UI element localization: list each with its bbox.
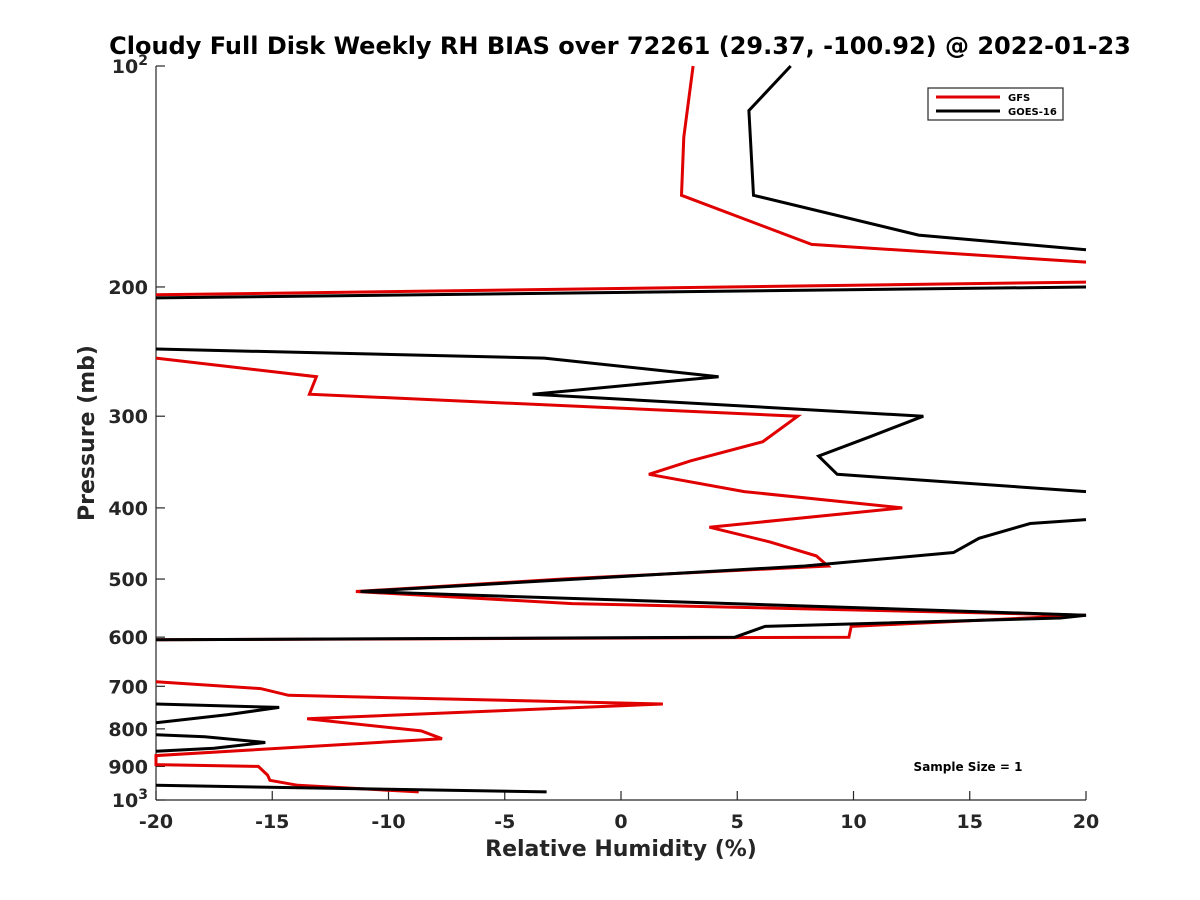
series-layer [154,64,1087,794]
x-tick-label: 15 [957,811,983,833]
series-line-goes-16 [155,733,266,753]
series-line-goes-16 [155,285,1087,300]
series-line-goes-16 [155,518,1087,642]
series-line-gfs [679,65,1087,264]
chart-title: Cloudy Full Disk Weekly RH BIAS over 722… [109,32,1131,60]
x-tick-label: 0 [614,811,627,833]
series-line-goes-16 [747,64,1087,252]
y-tick-label: 600 [108,627,148,649]
y-tick-label: 400 [108,498,148,520]
y-tick-label: 102 [112,53,148,78]
series-line-gfs [155,280,1087,297]
x-axis-label: Relative Humidity (%) [485,837,757,862]
legend-box [927,87,1064,121]
y-tick-label: 700 [108,676,148,698]
series-line-goes-16 [155,702,280,725]
y-tick-label: 103 [112,787,148,812]
plot-axes: -20 -15 -10 -5 0 5 10 15 20 102 200 300 400 500 600 700… [108,53,1099,833]
legend-label-goes-16: GOES-16 [1008,107,1057,118]
x-tick-label: 10 [840,811,866,833]
x-tick-label: -20 [139,811,173,833]
x-tick-label: -5 [494,811,515,833]
y-tick-label: 200 [108,277,148,299]
x-tick-label: -15 [255,811,289,833]
y-axis-label: Pressure (mb) [75,345,100,521]
x-tick-label: 20 [1073,811,1099,833]
y-tick-label: 500 [108,569,148,591]
sample-size-annotation: Sample Size = 1 [914,760,1023,774]
y-tick-label: 300 [108,406,148,428]
series-line-goes-16 [155,347,1087,494]
series-line-gfs [154,680,663,794]
x-tick-label: 5 [731,811,744,833]
legend: GFS GOES-16 [927,87,1064,121]
y-tick-label: 900 [108,756,148,778]
x-tick-label: -10 [371,811,405,833]
series-line-goes-16 [155,783,547,794]
legend-label-gfs: GFS [1008,93,1030,104]
y-tick-label: 800 [108,719,148,741]
